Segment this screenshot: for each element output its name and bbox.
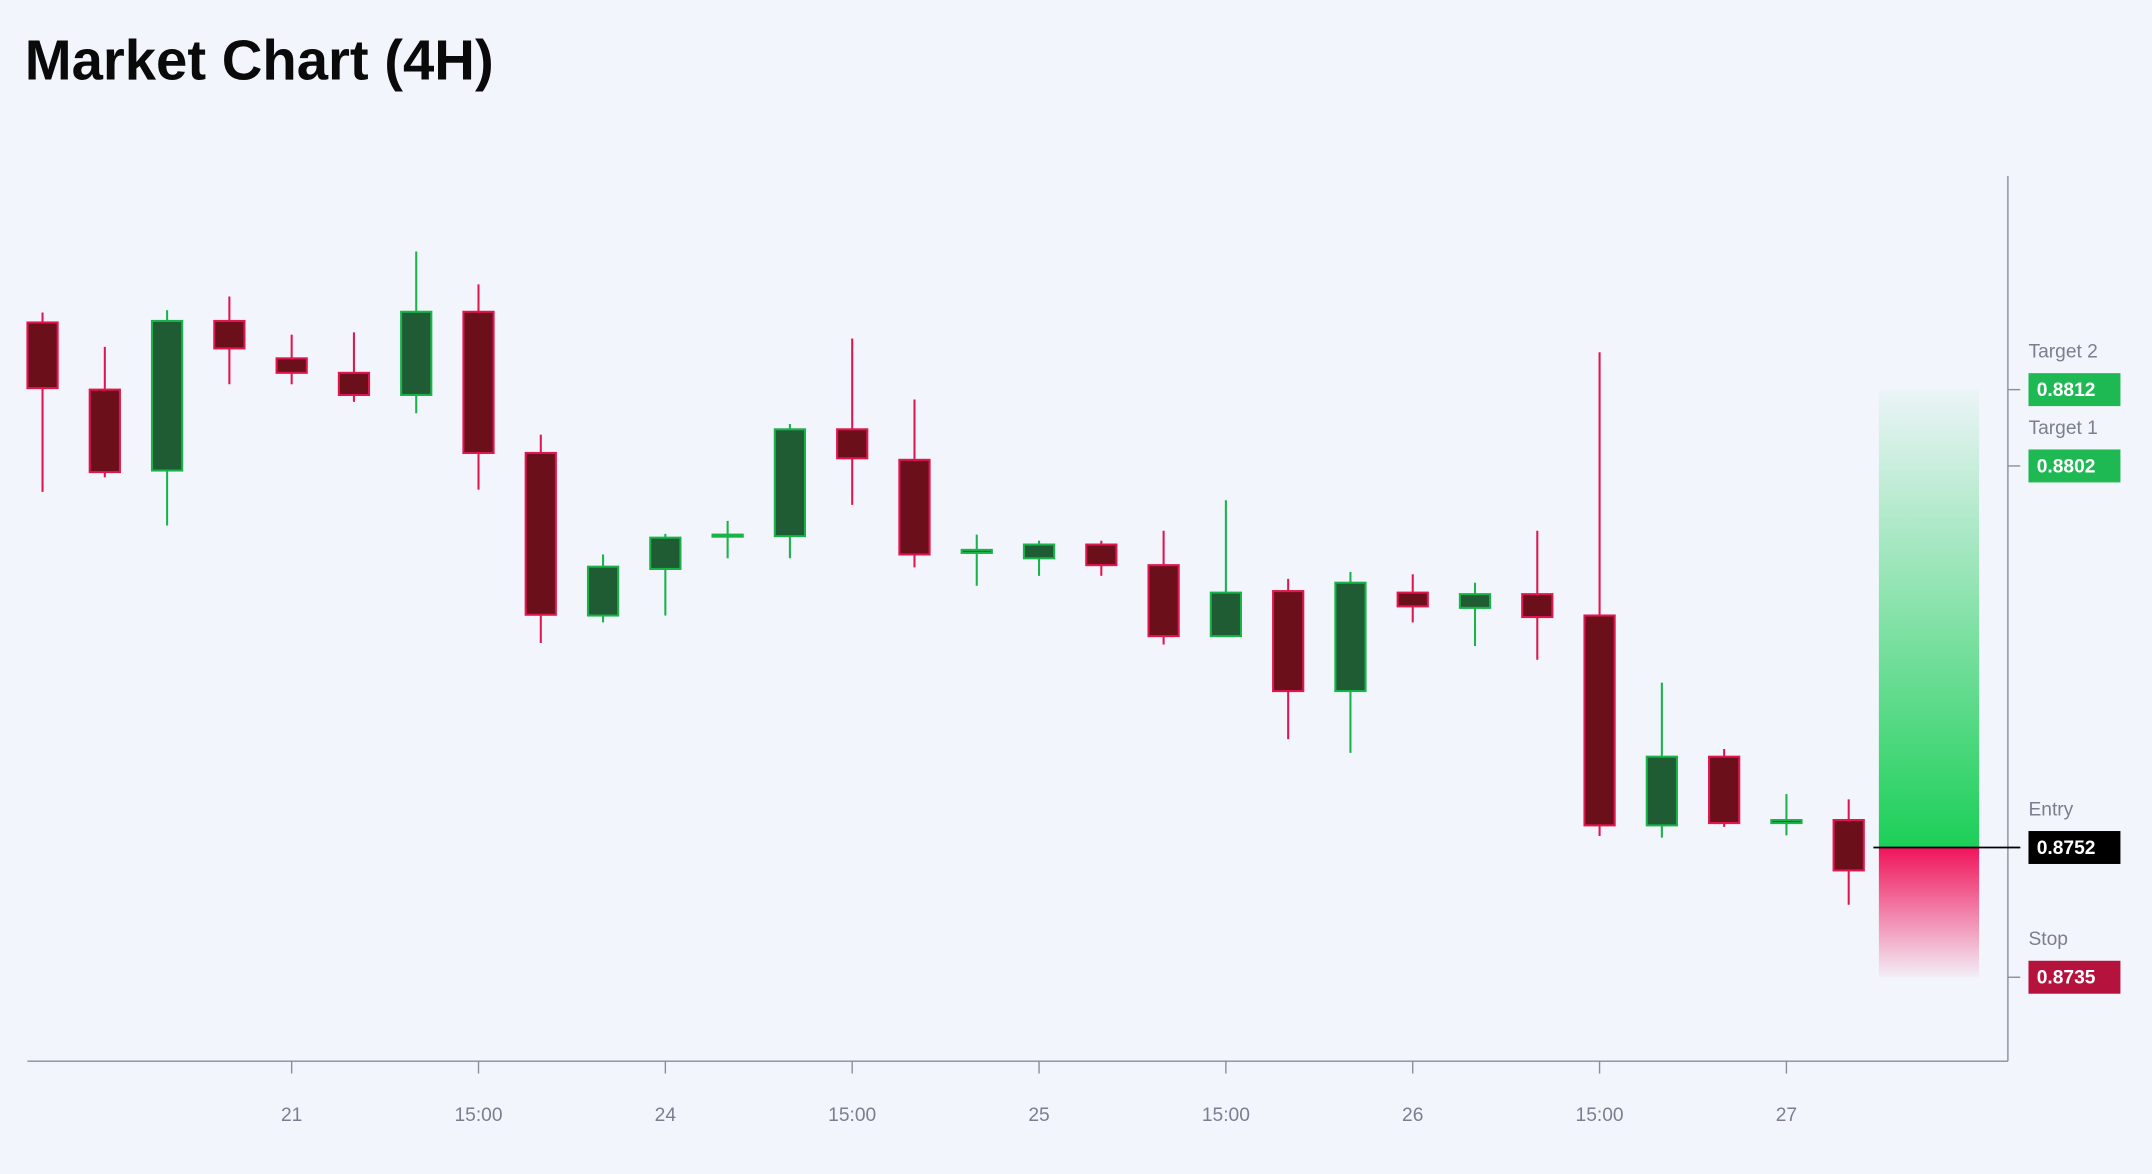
candle-body <box>1458 593 1492 609</box>
candle-body <box>898 458 931 556</box>
candle-body <box>1583 614 1616 827</box>
level-badge <box>2028 831 2121 864</box>
candle-body <box>1209 591 1243 638</box>
x-tick-label: 15:00 <box>1576 1105 1624 1126</box>
candle-body <box>1022 543 1056 560</box>
candle-body <box>275 357 308 374</box>
level-badge <box>2028 449 2121 483</box>
candle-body <box>1272 590 1305 693</box>
level-badge <box>2028 960 2121 994</box>
level-name: Entry <box>2028 800 2073 821</box>
candle-body <box>649 536 682 570</box>
x-tick-label: 25 <box>1028 1105 1049 1126</box>
candle-body <box>960 548 993 554</box>
candle-body <box>337 371 371 396</box>
candle-body <box>1147 564 1180 638</box>
level-name: Target 1 <box>2028 418 2097 439</box>
level-value: 0.8812 <box>2037 380 2096 401</box>
level-name: Target 2 <box>2028 342 2097 363</box>
candle-body <box>462 310 495 454</box>
candle-body <box>213 319 246 350</box>
candle-body <box>836 428 869 460</box>
x-tick-label: 27 <box>1776 1105 1797 1126</box>
x-tick-label: 15:00 <box>828 1105 876 1126</box>
candle-body <box>1396 591 1429 608</box>
candle-body <box>1770 819 1803 825</box>
candle-body <box>773 428 807 538</box>
candle-body <box>88 388 121 474</box>
candle-body <box>1085 543 1118 567</box>
x-tick-label: 26 <box>1402 1105 1423 1126</box>
candle-body <box>150 319 184 472</box>
candle-body <box>1334 581 1367 693</box>
x-tick-label: 15:00 <box>1202 1105 1250 1126</box>
candle-body <box>26 321 59 390</box>
profit-zone <box>1878 389 1980 848</box>
level-badge <box>2028 373 2121 407</box>
level-value: 0.8735 <box>2037 968 2096 989</box>
level-name: Stop <box>2028 929 2068 950</box>
x-tick-label: 15:00 <box>454 1105 502 1126</box>
candle-body <box>586 565 620 617</box>
candle-body <box>1708 755 1741 825</box>
level-value: 0.8752 <box>2037 838 2096 859</box>
candle-body <box>1645 755 1678 827</box>
candle-body <box>524 451 557 616</box>
candle-body <box>711 533 744 538</box>
chart-title: Market Chart (4H) <box>25 29 494 92</box>
candle-body <box>400 310 433 396</box>
candle-body <box>1832 819 1865 872</box>
x-tick-label: 21 <box>281 1105 302 1126</box>
loss-zone <box>1878 847 1980 978</box>
x-tick-label: 24 <box>655 1105 677 1126</box>
candle-body <box>1521 593 1554 619</box>
level-value: 0.8802 <box>2037 456 2096 477</box>
